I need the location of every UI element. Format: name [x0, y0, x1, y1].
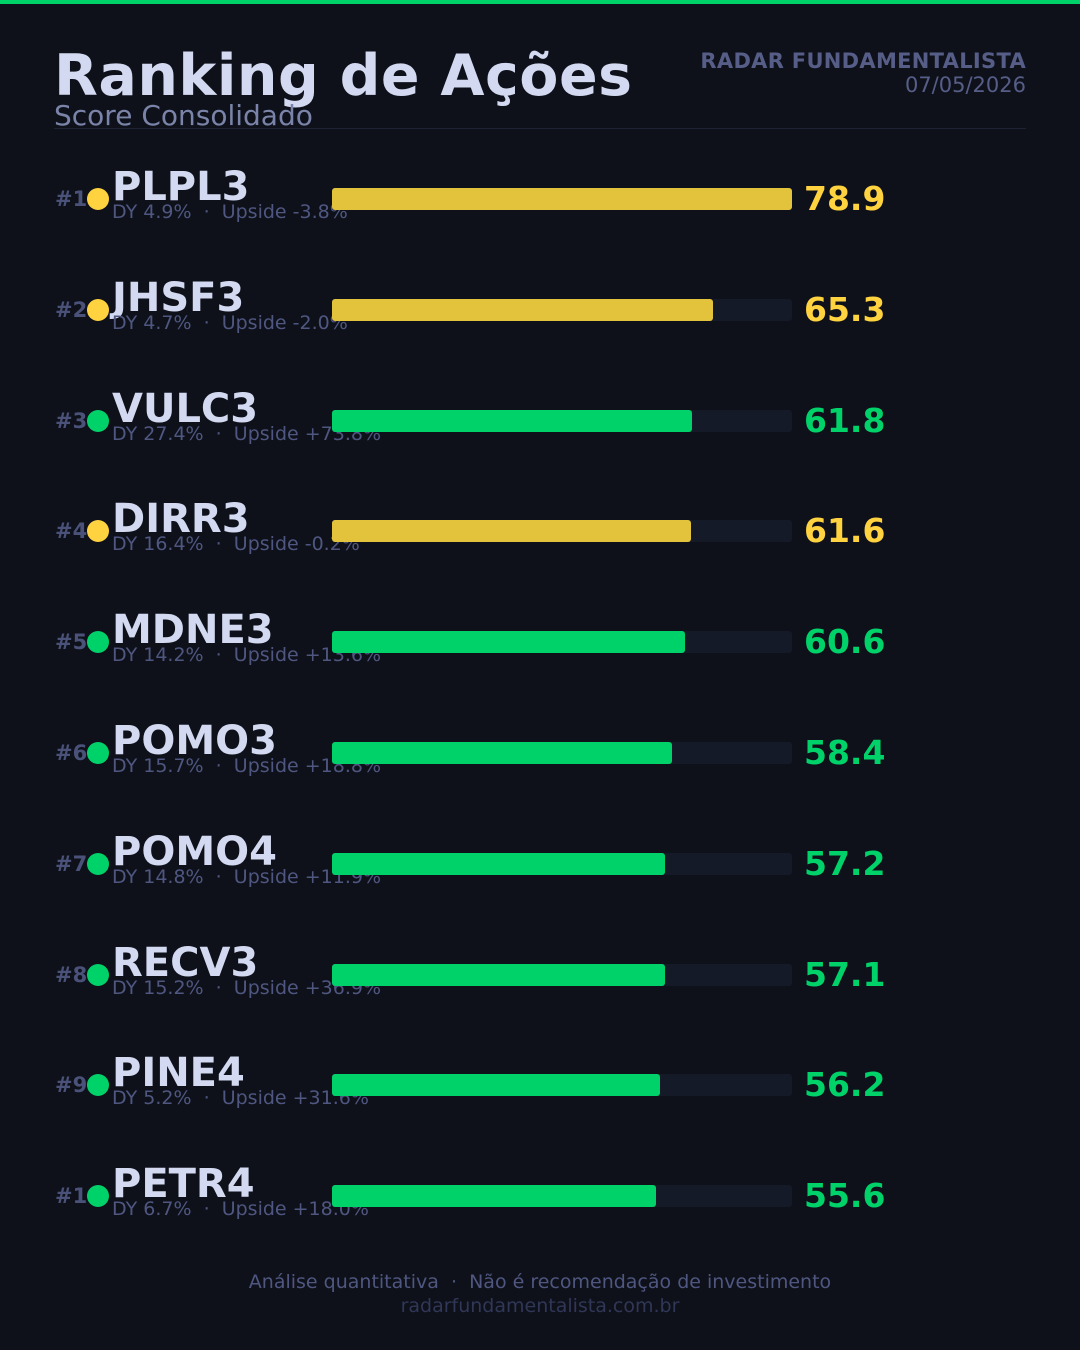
ticker-label: POMO4 [112, 828, 277, 875]
score-value: 61.8 [804, 400, 886, 440]
score-bar [332, 409, 693, 432]
score-bar [332, 852, 666, 875]
report-date: 07/05/2026 [904, 73, 1026, 97]
score-value: 78.9 [804, 179, 886, 218]
top-accent-line [0, 0, 1080, 4]
ticker-meta: DY 15.2% · Upside +36.9% [112, 976, 382, 999]
score-bar [332, 742, 673, 764]
bar-track [332, 631, 792, 654]
rank-label: #5 [55, 630, 88, 655]
score-bar [332, 631, 686, 654]
bar-track [332, 742, 792, 764]
ticker-label: JHSF3 [112, 274, 245, 321]
score-value: 55.6 [804, 1176, 886, 1216]
score-value: 60.6 [804, 622, 886, 662]
rank-label: #6 [55, 741, 88, 765]
ticker-meta: DY 5.2% · Upside +31.6% [112, 1087, 369, 1110]
ticker-label: VULC3 [112, 385, 259, 432]
status-dot-icon [87, 409, 109, 432]
status-dot-icon [87, 963, 109, 986]
score-value: 56.2 [804, 1065, 886, 1105]
rank-label: #3 [55, 408, 88, 433]
ticker-meta: DY 4.7% · Upside -2.0% [112, 311, 348, 334]
ticker-label: MDNE3 [112, 607, 274, 654]
ticker-meta: DY 27.4% · Upside +73.8% [112, 422, 382, 445]
status-dot-icon [87, 1185, 109, 1208]
bar-track [332, 1185, 792, 1208]
bar-track [332, 188, 792, 210]
ticker-meta: DY 16.4% · Upside -0.2% [112, 533, 360, 556]
bar-track [332, 520, 792, 543]
ticker-meta: DY 4.9% · Upside -3.8% [112, 201, 348, 223]
status-dot-icon [87, 631, 109, 654]
bar-track [332, 1074, 792, 1097]
rank-label: #4 [55, 519, 88, 544]
ticker-label: PETR4 [112, 1161, 255, 1208]
header-divider [54, 128, 1026, 129]
status-dot-icon [87, 1074, 109, 1097]
status-dot-icon [87, 298, 109, 321]
bar-track [332, 852, 792, 875]
status-dot-icon [87, 520, 109, 543]
ticker-label: PINE4 [112, 1050, 245, 1097]
score-bar [332, 1185, 657, 1208]
score-value: 61.6 [804, 511, 886, 551]
score-bar [332, 520, 692, 543]
rank-label: #7 [55, 851, 88, 876]
page-subtitle: Score Consolidado [54, 99, 313, 132]
footer-disclaimer: Análise quantitativa · Não é recomendaçã… [248, 1271, 832, 1293]
rank-label: #1 [55, 187, 88, 211]
score-value: 58.4 [804, 733, 886, 772]
ticker-label: POMO3 [112, 718, 277, 764]
score-value: 65.3 [804, 289, 886, 329]
status-dot-icon [87, 852, 109, 875]
page-title: Ranking de Ações [54, 43, 633, 109]
status-dot-icon [87, 188, 109, 210]
bar-track [332, 409, 792, 432]
score-bar [332, 1074, 660, 1097]
ticker-meta: DY 14.2% · Upside +13.6% [112, 644, 382, 667]
ticker-label: RECV3 [112, 939, 259, 986]
rank-label: #2 [55, 297, 88, 322]
ticker-meta: DY 6.7% · Upside +18.0% [112, 1198, 369, 1221]
footer-url: radarfundamentalista.com.br [400, 1295, 680, 1317]
score-value: 57.1 [804, 954, 886, 994]
score-bar [332, 188, 792, 210]
score-bar [332, 963, 665, 986]
score-bar [332, 298, 713, 321]
status-dot-icon [87, 742, 109, 764]
ticker-label: PLPL3 [112, 164, 250, 210]
ticker-label: DIRR3 [112, 496, 250, 543]
bar-track [332, 963, 792, 986]
rank-label: #8 [55, 962, 88, 987]
brand-name: RADAR FUNDAMENTALISTA [700, 49, 1026, 73]
score-value: 57.2 [804, 843, 886, 883]
rank-label: #9 [55, 1073, 88, 1098]
bar-track [332, 298, 792, 321]
